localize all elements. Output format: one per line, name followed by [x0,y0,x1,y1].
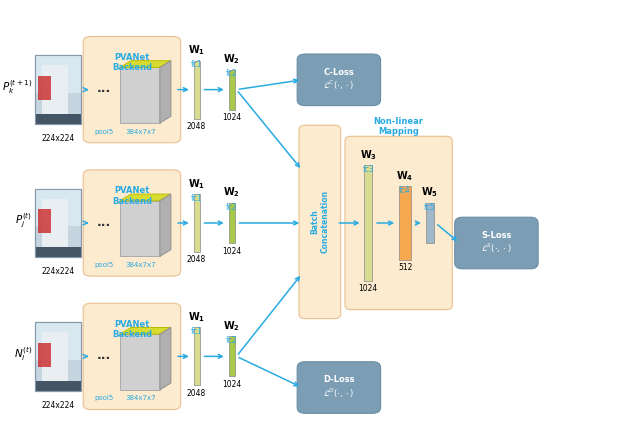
Bar [35,322,81,360]
Bar [35,55,81,93]
Text: fc1: fc1 [191,60,202,69]
FancyBboxPatch shape [83,37,180,143]
Polygon shape [160,327,171,390]
Text: 224x224: 224x224 [42,134,75,143]
Text: fc4: fc4 [399,186,411,195]
Text: fc2: fc2 [226,202,237,211]
Polygon shape [120,194,171,201]
Text: ...: ... [97,82,111,95]
Bar [42,199,68,247]
Text: Batch
Concatenation: Batch Concatenation [310,190,330,253]
Bar [426,203,433,243]
Bar [35,114,81,124]
Bar [42,66,68,114]
Text: $N_l^{(t)}$: $N_l^{(t)}$ [14,345,32,363]
Text: PVANet
Backend: PVANet Backend [112,186,152,206]
Bar [35,55,81,124]
Text: fc5: fc5 [424,202,435,211]
Bar [193,327,200,385]
Text: fc3: fc3 [362,165,374,174]
Bar [38,343,51,367]
Bar [193,61,200,119]
Text: ...: ... [97,349,111,362]
Text: fc2: fc2 [226,69,237,78]
FancyBboxPatch shape [297,54,381,106]
FancyBboxPatch shape [345,136,452,310]
Text: PVANet
Backend: PVANet Backend [112,320,152,339]
FancyBboxPatch shape [455,217,538,269]
FancyBboxPatch shape [83,170,180,276]
Text: 1024: 1024 [222,380,241,389]
Polygon shape [160,194,171,256]
Polygon shape [120,327,171,334]
FancyBboxPatch shape [83,303,180,409]
Bar [35,55,81,124]
Text: C-Loss
$\mathcal{L}^C(\cdot,\cdot)$: C-Loss $\mathcal{L}^C(\cdot,\cdot)$ [323,68,355,92]
Text: D-Loss
$\mathcal{L}^D(\cdot,\cdot)$: D-Loss $\mathcal{L}^D(\cdot,\cdot)$ [323,375,355,400]
Text: $\mathbf{W_2}$: $\mathbf{W_2}$ [223,52,240,66]
Bar [35,189,81,257]
Text: 1024: 1024 [358,285,378,293]
Text: 2048: 2048 [187,256,206,264]
Bar [228,70,235,110]
Bar [35,380,81,391]
Bar [42,332,68,380]
Bar [193,194,200,252]
FancyBboxPatch shape [297,362,381,413]
Text: $\mathbf{W_1}$: $\mathbf{W_1}$ [188,43,205,57]
Text: 1024: 1024 [222,247,241,256]
Text: pool5: pool5 [95,262,114,268]
Text: fc1: fc1 [191,327,202,336]
Bar [35,322,81,391]
Text: Non-linear
Mapping: Non-linear Mapping [374,117,424,136]
Text: pool5: pool5 [95,396,114,401]
Bar [35,189,81,227]
Text: $\mathbf{W_2}$: $\mathbf{W_2}$ [223,319,240,333]
Text: 384x7x7: 384x7x7 [125,128,156,135]
Polygon shape [120,334,160,390]
Text: $\mathbf{W_5}$: $\mathbf{W_5}$ [421,186,438,199]
Text: ...: ... [97,215,111,229]
FancyBboxPatch shape [299,125,340,318]
Text: fc1: fc1 [191,194,202,202]
Text: $\mathbf{W_1}$: $\mathbf{W_1}$ [188,177,205,190]
Bar [228,336,235,376]
Polygon shape [120,61,171,67]
Polygon shape [120,67,160,123]
Text: $P_j^{(t)}$: $P_j^{(t)}$ [15,211,32,230]
Text: $\mathbf{W_2}$: $\mathbf{W_2}$ [223,186,240,199]
Text: 384x7x7: 384x7x7 [125,262,156,268]
Text: $\mathbf{W_4}$: $\mathbf{W_4}$ [396,169,413,183]
Text: 384x7x7: 384x7x7 [125,396,156,401]
Bar [228,203,235,243]
Polygon shape [120,201,160,256]
Bar [364,165,372,281]
Text: fc2: fc2 [226,336,237,345]
Text: S-Loss
$\mathcal{L}^S(\cdot,\cdot)$: S-Loss $\mathcal{L}^S(\cdot,\cdot)$ [481,231,512,255]
Text: 224x224: 224x224 [42,401,75,409]
Bar [399,186,412,260]
Text: PVANet
Backend: PVANet Backend [112,53,152,72]
Bar [35,189,81,257]
Text: $\mathbf{W_1}$: $\mathbf{W_1}$ [188,310,205,324]
Text: 224x224: 224x224 [42,267,75,276]
Text: 2048: 2048 [187,122,206,131]
Text: $P_k^{(t+1)}$: $P_k^{(t+1)}$ [2,78,32,96]
Text: 2048: 2048 [187,389,206,398]
Bar [35,322,81,391]
Text: 1024: 1024 [222,113,241,122]
Bar [38,209,51,233]
Text: pool5: pool5 [95,128,114,135]
Text: $\mathbf{W_3}$: $\mathbf{W_3}$ [360,148,377,161]
Bar [38,76,51,100]
Bar [35,247,81,257]
Polygon shape [160,61,171,123]
Text: 512: 512 [398,263,412,272]
